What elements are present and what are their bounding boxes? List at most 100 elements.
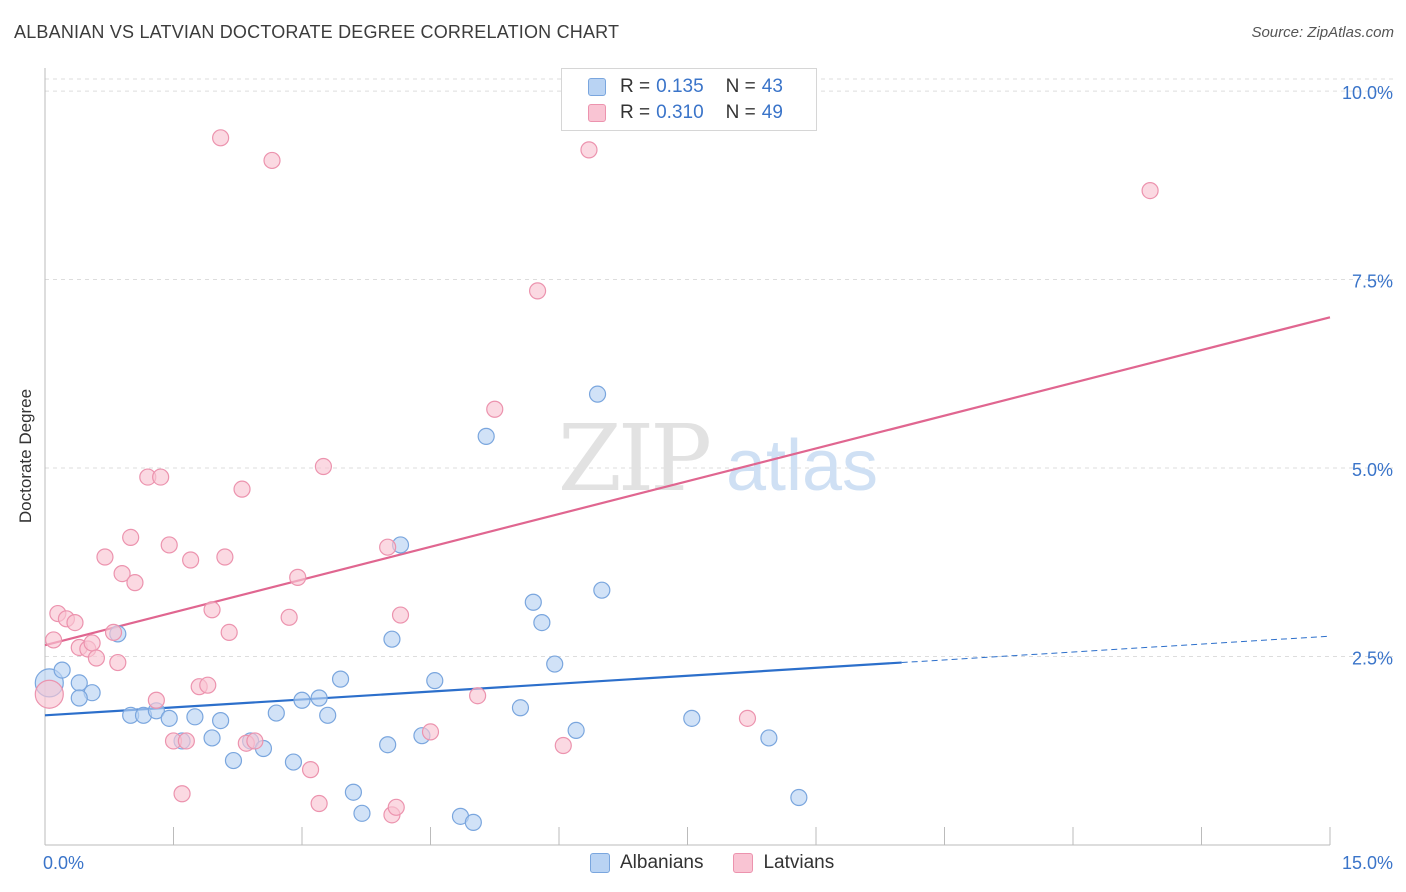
albanians-point [533, 613, 551, 632]
latvians-point [528, 282, 547, 300]
watermark: ZIP atlas [558, 405, 878, 512]
latvians-point [1141, 181, 1159, 200]
legend-item-albanians[interactable]: Albanians [590, 852, 703, 874]
source-credit: Source: ZipAtlas.com [1251, 24, 1394, 41]
data-points [34, 129, 1159, 831]
n-label: N = [725, 102, 756, 123]
albanians-point [426, 672, 444, 690]
latvians-point [44, 631, 63, 649]
albanians-point [353, 804, 371, 822]
albanians-point [310, 689, 328, 707]
latvians-point [66, 613, 84, 632]
albanians-point [790, 788, 808, 807]
albanians-swatch [588, 78, 606, 96]
latvians-point [203, 601, 221, 619]
albanians-point [70, 689, 88, 707]
latvians-point [160, 536, 178, 554]
series-legend: Albanians Latvians [590, 852, 864, 874]
latvians-point [280, 608, 298, 626]
albanians-point [284, 753, 303, 771]
r-label: R = [620, 76, 651, 97]
latvians-trend-line [44, 316, 1331, 647]
latvians-legend-swatch [733, 853, 754, 873]
albanians-point [567, 721, 585, 740]
stats-legend: R = 0.135 N = 43 R = 0.310 N = 49 [561, 68, 817, 131]
latvians-point [216, 548, 234, 566]
grid-lines [45, 78, 1395, 658]
legend-label-albanians: Albanians [620, 852, 704, 873]
latvians-point [554, 736, 572, 755]
latvians-point [301, 761, 320, 779]
latvians-point [486, 400, 504, 418]
albanians-point [511, 699, 530, 717]
albanians-point [588, 385, 607, 403]
chart-title: ALBANIAN VS LATVIAN DOCTORATE DEGREE COR… [14, 22, 620, 42]
latvians-point [83, 634, 101, 652]
r-value: 0.135 [656, 76, 704, 97]
latvians-point [738, 709, 757, 727]
latvians-point [310, 794, 328, 813]
axes [44, 68, 1331, 846]
albanians-point [331, 670, 350, 688]
latvians-point [314, 457, 333, 476]
latvians-point [421, 723, 440, 741]
albanians-point [212, 712, 230, 730]
legend-label-latvians: Latvians [763, 852, 835, 873]
r-label: R = [620, 102, 651, 123]
albanians-point [760, 729, 778, 747]
albanians-trend-extension [901, 635, 1331, 664]
legend-item-latvians[interactable]: Latvians [733, 852, 834, 874]
latvians-point [182, 551, 200, 569]
albanians-point [203, 729, 221, 747]
r-value: 0.310 [656, 102, 704, 123]
latvians-point [113, 564, 131, 583]
albanians-point [53, 661, 71, 679]
latvians-point [109, 653, 127, 672]
latvians-point [152, 468, 170, 486]
albanians-legend-swatch [590, 853, 610, 873]
latvians-point [387, 798, 405, 816]
y-tick-label: 2.5% [1352, 649, 1393, 669]
n-label: N = [725, 76, 756, 97]
y-axis-label: Doctorate Degree [16, 388, 35, 524]
latvians-point [379, 538, 397, 556]
albanians-point [267, 704, 285, 722]
latvians-point [147, 691, 165, 709]
albanians-point [319, 706, 337, 724]
latvians-point [96, 548, 114, 566]
latvians-point [220, 623, 238, 641]
latvians-point [126, 574, 144, 592]
albanians-point [546, 655, 564, 673]
latvians-point [391, 606, 410, 624]
latvians-point [34, 679, 64, 709]
y-tick-label: 7.5% [1352, 272, 1393, 292]
stats-legend-row-latvians: R = 0.310 N = 49 [588, 101, 805, 125]
albanians-point [593, 581, 611, 599]
albanians-point [464, 813, 482, 831]
x-tick-label-min: 0.0% [43, 853, 84, 873]
latvians-point [87, 649, 106, 667]
latvians-point [289, 568, 307, 586]
latvians-point [199, 676, 217, 694]
albanians-point [344, 783, 362, 801]
albanians-point [477, 427, 495, 445]
albanians-point [524, 593, 542, 611]
albanians-point [293, 691, 311, 709]
n-value: 43 [761, 76, 783, 97]
latvians-point [263, 151, 281, 170]
latvians-point [122, 528, 140, 547]
latvians-swatch [588, 104, 606, 122]
trend-lines [44, 316, 1331, 717]
latvians-point [469, 687, 487, 705]
albanians-point [224, 751, 243, 770]
albanians-point [383, 630, 401, 648]
latvians-point [212, 129, 230, 147]
albanians-point [186, 708, 204, 726]
n-value: 49 [761, 102, 783, 123]
tick-labels: 2.5% 5.0% 7.5% 10.0% 0.0% 15.0% [43, 83, 1393, 873]
x-tick-label-max: 15.0% [1342, 853, 1393, 873]
y-tick-label: 5.0% [1352, 460, 1393, 480]
albanians-point [160, 709, 178, 727]
albanians-point [379, 736, 397, 754]
